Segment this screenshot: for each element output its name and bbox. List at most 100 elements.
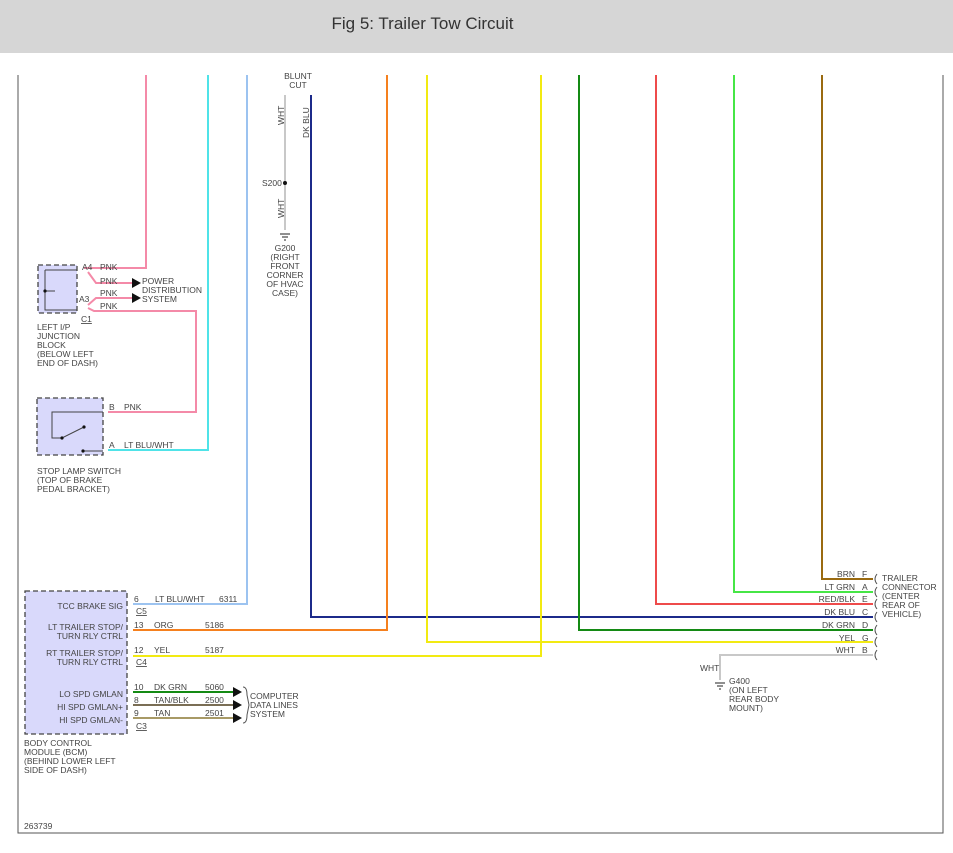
wire-wht-g400 bbox=[719, 654, 873, 680]
svg-text:SYSTEM: SYSTEM bbox=[142, 294, 177, 304]
svg-text:10: 10 bbox=[134, 682, 144, 692]
svg-text:BLUNT: BLUNT bbox=[284, 71, 312, 81]
svg-text:(BEHIND LOWER LEFT: (BEHIND LOWER LEFT bbox=[24, 756, 116, 766]
svg-text:OF HVAC: OF HVAC bbox=[266, 279, 303, 289]
splice-labels: BLUNT CUT WHT DK BLU S200 WHT G200 (RIGH… bbox=[262, 71, 312, 298]
bcm-circuit-names: TCC BRAKE SIG LT TRAILER STOP/ TURN RLY … bbox=[46, 601, 123, 725]
svg-text:(RIGHT: (RIGHT bbox=[270, 252, 299, 262]
svg-text:POWER: POWER bbox=[142, 276, 174, 286]
figure-title: Fig 5: Trailer Tow Circuit bbox=[331, 14, 514, 33]
wire-red-blk bbox=[655, 75, 873, 605]
wire-dk-grn-d bbox=[578, 75, 873, 631]
data-lines-bracket bbox=[242, 686, 250, 724]
svg-text:TCC BRAKE SIG: TCC BRAKE SIG bbox=[57, 601, 123, 611]
svg-text:LT GRN: LT GRN bbox=[825, 582, 855, 592]
header-bar: Fig 5: Trailer Tow Circuit bbox=[0, 0, 953, 53]
svg-text:CONNECTOR: CONNECTOR bbox=[882, 582, 937, 592]
wire-pnk-pds1 bbox=[87, 271, 133, 284]
svg-text:A: A bbox=[862, 582, 868, 592]
svg-text:STOP LAMP SWITCH: STOP LAMP SWITCH bbox=[37, 466, 121, 476]
svg-text:WHT: WHT bbox=[276, 199, 286, 218]
wire-lt-grn bbox=[733, 75, 873, 593]
svg-text:CUT: CUT bbox=[289, 80, 306, 90]
svg-text:MOUNT): MOUNT) bbox=[729, 703, 763, 713]
svg-text:TAN/BLK: TAN/BLK bbox=[154, 695, 189, 705]
svg-text:TRAILER: TRAILER bbox=[882, 573, 918, 583]
svg-text:13: 13 bbox=[134, 620, 144, 630]
svg-text:G400: G400 bbox=[729, 676, 750, 686]
pin-a3: A3 bbox=[79, 294, 90, 304]
svg-text:RT TRAILER STOP/: RT TRAILER STOP/ bbox=[46, 648, 123, 658]
svg-text:DK BLU: DK BLU bbox=[824, 607, 855, 617]
wire-label: LT BLU/WHT bbox=[124, 440, 174, 450]
wire-yel-bcm bbox=[133, 75, 542, 657]
svg-text:COMPUTER: COMPUTER bbox=[250, 691, 299, 701]
svg-text:5186: 5186 bbox=[205, 620, 224, 630]
wire-label: PNK bbox=[100, 262, 118, 272]
svg-text:TURN RLY CTRL: TURN RLY CTRL bbox=[57, 657, 124, 667]
wire-lt-blu-wht-bcm bbox=[133, 75, 248, 605]
svg-text:REAR BODY: REAR BODY bbox=[729, 694, 779, 704]
pin-a: A bbox=[109, 440, 115, 450]
svg-text:BRN: BRN bbox=[837, 569, 855, 579]
svg-text:D: D bbox=[862, 620, 868, 630]
svg-text:DK GRN: DK GRN bbox=[822, 620, 855, 630]
connector-c1: C1 bbox=[81, 314, 92, 324]
trailer-connector-label: TRAILER CONNECTOR (CENTER REAR OF VEHICL… bbox=[882, 573, 937, 619]
pin-a4: A4 bbox=[82, 262, 93, 272]
svg-text:SYSTEM: SYSTEM bbox=[250, 709, 285, 719]
svg-text:CASE): CASE) bbox=[272, 288, 298, 298]
svg-text:DK BLU: DK BLU bbox=[301, 107, 311, 138]
svg-text:C4: C4 bbox=[136, 657, 147, 667]
svg-text:TURN RLY CTRL: TURN RLY CTRL bbox=[57, 631, 124, 641]
svg-text:(TOP OF BRAKE: (TOP OF BRAKE bbox=[37, 475, 103, 485]
svg-text:LEFT I/P: LEFT I/P bbox=[37, 322, 71, 332]
svg-text:SIDE OF DASH): SIDE OF DASH) bbox=[24, 765, 87, 775]
pin-b: B bbox=[109, 402, 115, 412]
svg-text:5187: 5187 bbox=[205, 645, 224, 655]
svg-text:2500: 2500 bbox=[205, 695, 224, 705]
svg-text:YEL: YEL bbox=[154, 645, 170, 655]
wire-label: PNK bbox=[100, 288, 118, 298]
svg-text:G: G bbox=[862, 633, 869, 643]
svg-text:(ON LEFT: (ON LEFT bbox=[729, 685, 768, 695]
svg-text:JUNCTION: JUNCTION bbox=[37, 331, 80, 341]
junction-block-internal bbox=[44, 269, 77, 311]
left-ip-junction-block bbox=[37, 264, 78, 314]
svg-text:RED/BLK: RED/BLK bbox=[819, 594, 856, 604]
power-distribution-label: POWER DISTRIBUTION SYSTEM bbox=[142, 276, 202, 304]
s200-splice-dot bbox=[283, 181, 287, 185]
arrow-icons bbox=[132, 278, 242, 723]
trailer-connector-terminals bbox=[874, 573, 878, 661]
svg-text:6311: 6311 bbox=[219, 594, 238, 604]
wire-yel-g bbox=[426, 75, 873, 643]
svg-text:END OF DASH): END OF DASH) bbox=[37, 358, 98, 368]
bcm-pins-and-wires: 6 LT BLU/WHT 6311 13 ORG 5186 12 YEL 5187 10 DK… bbox=[134, 594, 238, 731]
g400-wire-label: WHT bbox=[700, 663, 719, 673]
svg-text:C5: C5 bbox=[136, 606, 147, 616]
svg-text:C: C bbox=[862, 607, 868, 617]
svg-text:HI SPD GMLAN+: HI SPD GMLAN+ bbox=[57, 702, 123, 712]
svg-text:DATA LINES: DATA LINES bbox=[250, 700, 298, 710]
svg-text:2501: 2501 bbox=[205, 708, 224, 718]
svg-text:FRONT: FRONT bbox=[270, 261, 299, 271]
wire-pnk-a4 bbox=[84, 75, 147, 269]
svg-text:YEL: YEL bbox=[839, 633, 855, 643]
svg-text:G200: G200 bbox=[275, 243, 296, 253]
switch-contact-icon bbox=[51, 411, 103, 452]
svg-text:TAN: TAN bbox=[154, 708, 170, 718]
ground-icon bbox=[280, 233, 290, 241]
svg-text:5060: 5060 bbox=[205, 682, 224, 692]
svg-text:PEDAL BRACKET): PEDAL BRACKET) bbox=[37, 484, 110, 494]
figure-id: 263739 bbox=[24, 821, 53, 831]
svg-text:F: F bbox=[862, 569, 867, 579]
svg-text:LT TRAILER STOP/: LT TRAILER STOP/ bbox=[48, 622, 124, 632]
svg-text:E: E bbox=[862, 594, 868, 604]
svg-text:8: 8 bbox=[134, 695, 139, 705]
svg-text:B: B bbox=[862, 645, 868, 655]
svg-text:WHT: WHT bbox=[836, 645, 855, 655]
svg-text:CORNER: CORNER bbox=[267, 270, 304, 280]
wire-lt-blu-wht-stoplamp bbox=[108, 75, 209, 451]
diagram-frame bbox=[17, 75, 944, 834]
